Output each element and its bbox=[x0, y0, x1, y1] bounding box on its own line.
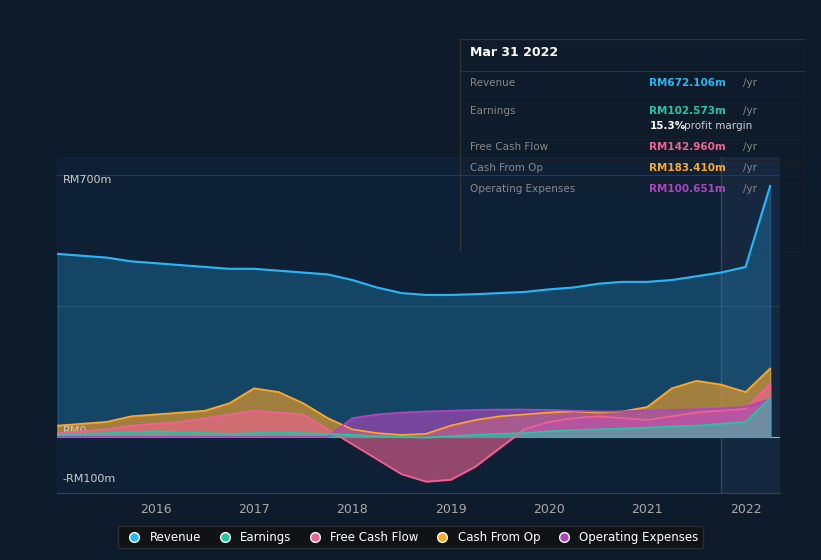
Text: RM100.651m: RM100.651m bbox=[649, 184, 726, 194]
Text: /yr: /yr bbox=[742, 163, 756, 173]
Text: /yr: /yr bbox=[742, 78, 756, 88]
Text: RM700m: RM700m bbox=[62, 175, 112, 185]
Text: Cash From Op: Cash From Op bbox=[470, 163, 544, 173]
Text: Operating Expenses: Operating Expenses bbox=[470, 184, 576, 194]
Text: /yr: /yr bbox=[742, 106, 756, 116]
Text: RM183.410m: RM183.410m bbox=[649, 163, 727, 173]
Legend: Revenue, Earnings, Free Cash Flow, Cash From Op, Operating Expenses: Revenue, Earnings, Free Cash Flow, Cash … bbox=[118, 526, 703, 548]
Text: profit margin: profit margin bbox=[684, 120, 752, 130]
Text: /yr: /yr bbox=[742, 142, 756, 152]
Text: -RM100m: -RM100m bbox=[62, 474, 116, 484]
Text: RM142.960m: RM142.960m bbox=[649, 142, 726, 152]
Bar bbox=[721, 157, 780, 493]
Text: Revenue: Revenue bbox=[470, 78, 516, 88]
Text: RM102.573m: RM102.573m bbox=[649, 106, 727, 116]
Text: RM672.106m: RM672.106m bbox=[649, 78, 727, 88]
Text: Free Cash Flow: Free Cash Flow bbox=[470, 142, 548, 152]
Text: Earnings: Earnings bbox=[470, 106, 516, 116]
Text: /yr: /yr bbox=[742, 184, 756, 194]
Text: RM0: RM0 bbox=[62, 426, 87, 436]
Text: 15.3%: 15.3% bbox=[649, 120, 686, 130]
Text: Mar 31 2022: Mar 31 2022 bbox=[470, 46, 558, 59]
